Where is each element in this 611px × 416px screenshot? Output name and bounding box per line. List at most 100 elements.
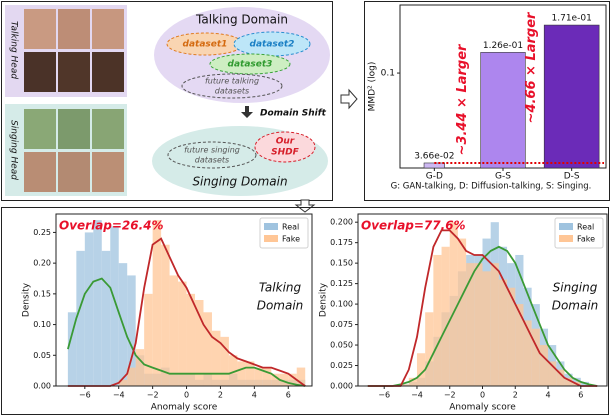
hist-bar xyxy=(170,275,178,386)
x-tick-label: 2 xyxy=(218,391,223,400)
x-tick-label: 6 xyxy=(578,391,583,400)
hist-bar xyxy=(102,251,110,386)
x-tick-label: 0 xyxy=(480,391,485,400)
shift-label: Domain Shift xyxy=(260,109,327,119)
photo xyxy=(92,52,124,92)
photo xyxy=(58,9,90,49)
ours-label: SHDF xyxy=(271,148,299,158)
photo xyxy=(92,152,124,192)
annotation: ~3.44 × Larger xyxy=(455,43,470,156)
hist-bar xyxy=(474,263,482,386)
hist-bar xyxy=(76,251,84,386)
annotation: ~4.66 × Larger xyxy=(524,11,539,124)
dataset-label: dataset2 xyxy=(250,40,295,50)
future-label: datasets xyxy=(215,87,249,96)
y-tick-label: 0.075 xyxy=(330,320,353,329)
photo xyxy=(24,52,56,92)
hist-bar xyxy=(491,263,499,386)
legend-swatch xyxy=(559,223,573,230)
photo xyxy=(24,152,56,192)
hist-bar xyxy=(442,247,450,386)
future-label: datasets xyxy=(195,156,229,165)
side-label: Talking Head xyxy=(9,21,19,79)
x-tick-label: D-S xyxy=(564,172,580,182)
domain-title: Singing Domain xyxy=(192,175,287,189)
x-axis-label: Anomaly score xyxy=(449,403,516,413)
hist-bar xyxy=(532,329,540,386)
legend-label: Real xyxy=(577,223,594,232)
y-tick-label: 0.05 xyxy=(33,351,51,360)
legend-label: Real xyxy=(282,223,299,232)
y-tick-label: 0.000 xyxy=(330,382,353,391)
future-label: future singing xyxy=(184,146,240,155)
dataset-label: dataset3 xyxy=(228,60,273,70)
bar xyxy=(424,163,445,168)
y-tick-label: 0.100 xyxy=(330,300,353,309)
value-label: 1.26e-01 xyxy=(483,41,523,51)
annotation: Overlap=77.6% xyxy=(361,219,466,233)
photo xyxy=(58,52,90,92)
y-tick-label: 0.1 xyxy=(381,69,395,79)
domain-label: Singing xyxy=(553,281,598,295)
y-tick-label: 0.025 xyxy=(330,361,353,370)
hist-bar xyxy=(136,349,144,386)
hist-bar xyxy=(433,255,441,386)
side-label: Singing Head xyxy=(9,120,19,180)
y-tick-label: 0.150 xyxy=(330,259,353,268)
photo xyxy=(24,9,56,49)
y-tick-label: 0.175 xyxy=(330,238,353,247)
y-tick-label: 0.00 xyxy=(33,382,51,391)
x-tick-label: 4 xyxy=(545,391,550,400)
hist-bar xyxy=(246,361,254,386)
right-arrow xyxy=(341,90,357,108)
y-axis-label: MMD² (log) xyxy=(368,62,378,112)
x-tick-label: 6 xyxy=(286,391,291,400)
x-tick-label: −2 xyxy=(147,391,159,400)
hist-bar xyxy=(483,271,491,386)
photo xyxy=(58,152,90,192)
y-tick-label: 0.20 xyxy=(33,259,51,268)
hist-bar xyxy=(237,361,245,386)
legend-label: Fake xyxy=(282,235,300,244)
bar xyxy=(481,52,526,168)
x-tick-label: 0 xyxy=(184,391,189,400)
x-tick-label: −6 xyxy=(79,391,91,400)
domain-label: Domain xyxy=(257,299,304,313)
y-tick-label: 0.10 xyxy=(33,320,51,329)
dataset-label: dataset1 xyxy=(183,40,228,50)
y-axis-label: Density xyxy=(319,282,329,317)
y-tick-label: 0.125 xyxy=(330,279,353,288)
hist-bar xyxy=(178,282,186,386)
x-tick-label: −4 xyxy=(113,391,125,400)
x-axis-label: Anomaly score xyxy=(151,403,218,413)
x-tick-label: −6 xyxy=(378,391,390,400)
caption: G: GAN-talking, D: Diffusion-talking, S:… xyxy=(391,182,592,192)
domain-label: Talking xyxy=(259,281,302,295)
domain-label: Domain xyxy=(552,299,599,313)
future-label: future talking xyxy=(205,77,259,86)
legend-swatch xyxy=(264,235,278,242)
hist-bar xyxy=(540,345,548,386)
hist-bar xyxy=(161,245,169,386)
x-tick-label: G-S xyxy=(495,172,511,182)
legend-label: Fake xyxy=(577,235,595,244)
legend-swatch xyxy=(559,235,573,242)
photo xyxy=(92,109,124,149)
domain-title: Talking Domain xyxy=(195,13,288,27)
value-label: 3.66e-02 xyxy=(414,151,454,161)
hist-bar xyxy=(499,280,507,386)
y-axis-label: Density xyxy=(22,282,32,317)
down-arrow xyxy=(296,200,314,212)
hist-bar xyxy=(187,294,195,386)
y-tick-label: 0.25 xyxy=(33,228,51,237)
domain-diagram: Talking Head Singing Head Talking Domain… xyxy=(2,2,333,201)
hist-bar xyxy=(153,220,161,386)
hist-bar xyxy=(203,312,211,386)
hist-bar xyxy=(85,232,93,386)
hist-bar xyxy=(466,263,474,386)
hist-bar xyxy=(93,220,101,386)
x-tick-label: 2 xyxy=(513,391,518,400)
x-tick-label: −2 xyxy=(444,391,456,400)
value-label: 1.71e-01 xyxy=(552,14,592,24)
y-tick-label: 0.200 xyxy=(330,218,353,227)
